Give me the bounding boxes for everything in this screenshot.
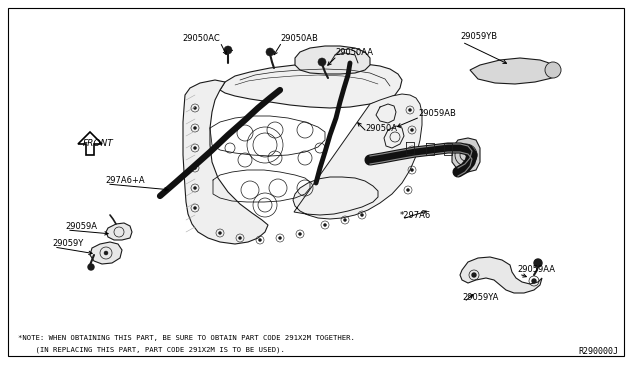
Circle shape <box>193 106 196 109</box>
Circle shape <box>193 206 196 209</box>
Circle shape <box>344 218 346 221</box>
Text: 29059AA: 29059AA <box>517 266 555 275</box>
Circle shape <box>104 251 108 255</box>
Polygon shape <box>106 223 132 240</box>
Circle shape <box>278 237 282 240</box>
Circle shape <box>318 58 326 66</box>
Text: (IN REPLACING THIS PART, PART CODE 291X2M IS TO BE USED).: (IN REPLACING THIS PART, PART CODE 291X2… <box>18 347 285 353</box>
Text: 29050AA: 29050AA <box>335 48 373 57</box>
Circle shape <box>193 167 196 170</box>
Circle shape <box>410 128 413 131</box>
Text: 29059Y: 29059Y <box>52 238 83 247</box>
Circle shape <box>323 224 326 227</box>
Polygon shape <box>470 58 558 84</box>
Circle shape <box>218 231 221 234</box>
Polygon shape <box>460 257 542 293</box>
Text: 29050AC: 29050AC <box>182 33 220 42</box>
Polygon shape <box>183 80 268 244</box>
Polygon shape <box>78 132 102 155</box>
Circle shape <box>545 62 561 78</box>
Text: 29059AB: 29059AB <box>418 109 456 118</box>
Text: FRONT: FRONT <box>83 138 114 148</box>
Circle shape <box>259 238 262 241</box>
Text: *297A6: *297A6 <box>400 211 431 219</box>
Polygon shape <box>90 242 122 264</box>
Circle shape <box>410 169 413 171</box>
Circle shape <box>193 126 196 129</box>
Text: 29050A: 29050A <box>365 124 397 132</box>
Circle shape <box>410 148 413 151</box>
Circle shape <box>266 48 274 56</box>
Polygon shape <box>452 138 480 172</box>
Circle shape <box>360 214 364 217</box>
Circle shape <box>408 109 412 112</box>
Text: 29059YB: 29059YB <box>460 32 497 41</box>
Circle shape <box>298 232 301 235</box>
Polygon shape <box>220 63 402 108</box>
Circle shape <box>472 273 476 277</box>
Circle shape <box>88 264 94 270</box>
Circle shape <box>534 259 542 267</box>
Text: 29059YA: 29059YA <box>462 294 499 302</box>
Circle shape <box>224 46 232 54</box>
Circle shape <box>193 147 196 150</box>
Polygon shape <box>295 46 370 74</box>
Text: 297A6+A: 297A6+A <box>105 176 145 185</box>
Text: 29059A: 29059A <box>65 221 97 231</box>
Circle shape <box>193 186 196 189</box>
Circle shape <box>406 189 410 192</box>
Polygon shape <box>293 94 422 219</box>
Text: *NOTE: WHEN OBTAINING THIS PART, BE SURE TO OBTAIN PART CODE 291X2M TOGETHER.: *NOTE: WHEN OBTAINING THIS PART, BE SURE… <box>18 335 355 341</box>
Text: 29050AB: 29050AB <box>280 33 318 42</box>
Text: R290000J: R290000J <box>578 347 618 356</box>
Circle shape <box>239 237 241 240</box>
Circle shape <box>532 279 536 283</box>
